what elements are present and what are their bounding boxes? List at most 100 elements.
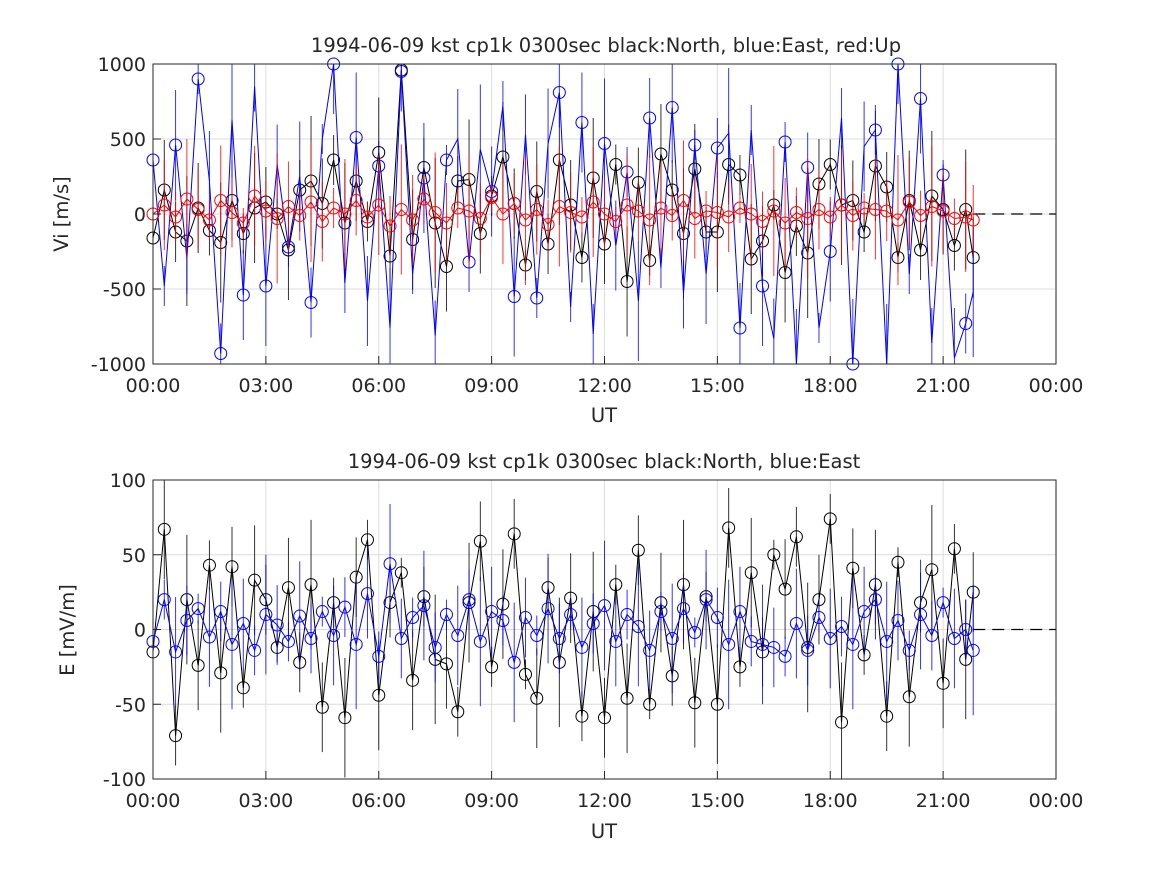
e-x-tick-label: 15:00 [690, 790, 745, 812]
vi-north-point [620, 275, 634, 288]
vi-up-point [812, 203, 826, 216]
e-north-point [372, 688, 386, 702]
e-north-point [394, 566, 408, 580]
e-north-point [823, 512, 837, 526]
e-east-point [496, 614, 510, 628]
vi-panel: 1994-06-09 kst cp1k 0300sec black:North,… [50, 34, 1083, 427]
vi-up-point [202, 213, 216, 227]
vi-north-point [496, 150, 510, 164]
vi-up-point [191, 203, 205, 216]
vi-x-tick-label: 09:00 [464, 375, 519, 397]
vi-up-point [710, 206, 724, 219]
vi-up-point [688, 212, 702, 225]
e-east-point [360, 587, 374, 601]
vi-up-point [281, 200, 295, 213]
e-x-tick-label: 09:00 [464, 790, 519, 812]
e-x-tick-label: 03:00 [238, 790, 293, 812]
e-north-point [473, 534, 487, 548]
e-east-point [665, 631, 679, 645]
vi-north-point [654, 147, 668, 161]
vi-x-tick-label: 03:00 [238, 375, 293, 397]
vi-up-point [439, 216, 453, 230]
e-north-point [744, 566, 758, 580]
e-north-point [891, 555, 905, 569]
vi-east-point [552, 86, 566, 99]
vi-east-point [259, 279, 273, 293]
vi-north-point [575, 251, 589, 264]
e-east-point [959, 623, 973, 636]
vi-north-point [688, 162, 702, 176]
e-east-point [677, 602, 691, 616]
vi-up-point [541, 218, 555, 231]
e-north-point [733, 660, 747, 674]
e-east-point [710, 611, 724, 625]
e-x-tick-label: 00:00 [126, 790, 181, 812]
e-north-point [304, 578, 318, 592]
e-north-point [202, 558, 216, 572]
e-east-point [564, 608, 578, 622]
vi-east-point [756, 279, 770, 293]
e-north-point [157, 522, 171, 536]
vi-y-tick-label: 500 [110, 129, 146, 151]
vi-up-point [947, 212, 961, 225]
vi-north-point [609, 158, 623, 171]
vi-up-point [756, 215, 770, 228]
vi-up-point [293, 209, 307, 222]
e-east-point [315, 605, 329, 619]
e-panel-title: 1994-06-09 kst cp1k 0300sec black:North,… [348, 450, 861, 473]
vi-up-point [507, 197, 521, 210]
vi-up-point [868, 203, 882, 216]
vi-up-point [564, 206, 578, 219]
vi-up-point [575, 210, 589, 224]
e-north-point [598, 711, 611, 725]
e-east-point [169, 645, 183, 659]
vi-up-point [383, 219, 397, 233]
e-x-ticks: 00:00 03:00 06:00 09:00 12:00 15:00 18:00 21:00… [126, 771, 1084, 812]
e-north-point [169, 729, 183, 743]
e-north-point [880, 709, 894, 723]
e-north-point [631, 543, 645, 557]
e-east-point [372, 649, 386, 663]
vi-up-point [733, 201, 747, 215]
e-x-tick-label: 00:00 [1029, 790, 1084, 812]
e-east-point [947, 631, 961, 645]
e-east-point [248, 643, 262, 657]
vi-x-tick-label: 00:00 [126, 375, 181, 397]
e-east-point [823, 631, 837, 645]
vi-up-point [406, 213, 420, 227]
e-east-point [643, 643, 657, 657]
vi-east-point [643, 111, 657, 125]
e-north-point [778, 582, 792, 596]
e-north-point [936, 676, 950, 690]
e-east-point [835, 620, 849, 634]
vi-x-ticks: 00:00 03:00 06:00 09:00 12:00 15:00 18:00 21:00… [126, 356, 1083, 397]
e-east-point [868, 593, 882, 607]
e-north-point [846, 561, 860, 575]
e-east-point [293, 609, 307, 623]
vi-north-point [823, 158, 837, 171]
vi-up-point [914, 209, 928, 222]
e-north-point [643, 697, 657, 711]
vi-up-point [327, 201, 341, 215]
e-north-point [281, 581, 295, 595]
vi-up-point [959, 210, 973, 224]
e-east-point [473, 634, 487, 648]
e-y-tick-label: 0 [134, 620, 146, 642]
e-y-tick-label: -50 [115, 694, 146, 716]
e-north-point [439, 657, 453, 671]
vi-up-point [677, 194, 691, 207]
e-east-point [439, 608, 453, 622]
e-north-point [688, 696, 702, 710]
vi-up-point [552, 200, 566, 213]
e-north-point [518, 667, 532, 681]
vi-up-point [473, 212, 487, 225]
vi-east-point [710, 141, 724, 155]
vi-up-point [857, 201, 871, 215]
vi-east-point [598, 137, 611, 150]
vi-east-point [191, 72, 205, 86]
vi-y-axis-label: Vi [m/s] [50, 176, 73, 251]
vi-north-point [327, 153, 341, 167]
e-east-point [914, 608, 928, 622]
e-east-point [699, 593, 713, 607]
vi-east-point [439, 153, 453, 167]
